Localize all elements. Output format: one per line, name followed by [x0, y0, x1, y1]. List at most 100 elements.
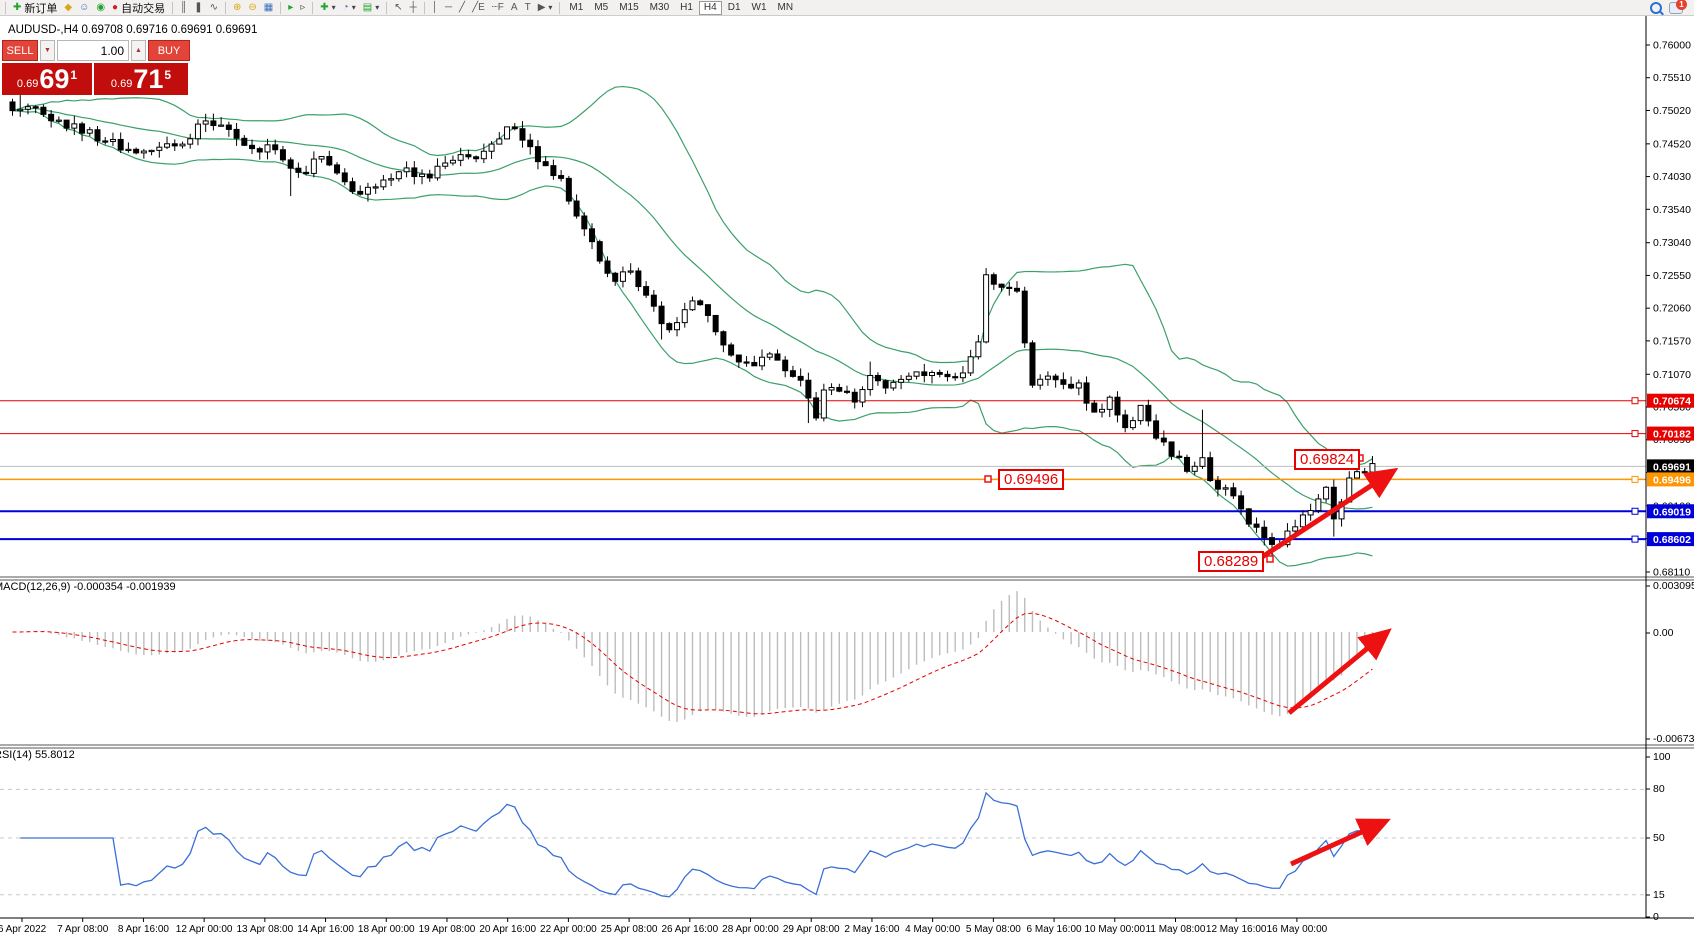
date-axis-label: 29 Apr 08:00 — [783, 924, 840, 935]
timeframe-m1[interactable]: M1 — [564, 1, 588, 15]
channel-button[interactable]: ╱E — [469, 0, 488, 15]
timeframe-m15[interactable]: M15 — [614, 1, 643, 15]
chart-title: AUDUSD-,H4 0.69708 0.69716 0.69691 0.696… — [8, 24, 258, 36]
toolbar-separator — [172, 1, 174, 14]
templates-button[interactable]: ▤ ▾ — [360, 0, 382, 15]
vertical-line-icon: │ — [431, 1, 438, 13]
shapes-icon: ▶ — [537, 1, 546, 13]
autotrading-label: 自动交易 — [121, 2, 166, 15]
chart-shift-button[interactable]: ▹ — [297, 0, 308, 15]
new-order-button[interactable]: ✚ 新订单 — [10, 0, 60, 15]
price-axis-badge — [1647, 504, 1694, 519]
price-annotation[interactable]: 0.69824 — [1294, 449, 1361, 470]
price-annotation[interactable]: 0.69496 — [998, 469, 1065, 490]
date-axis-label: 26 Apr 16:00 — [661, 924, 718, 935]
macd-histogram — [12, 591, 1374, 722]
date-axis-label: 14 Apr 16:00 — [297, 924, 354, 935]
signals-button[interactable]: ◉ — [93, 0, 108, 15]
text-label-icon: T — [524, 1, 531, 13]
date-axis-label: 7 Apr 08:00 — [57, 924, 109, 935]
community-icon: ☺ — [79, 1, 90, 13]
timeframe-d1[interactable]: D1 — [723, 1, 746, 15]
chevron-down-icon: ▾ — [375, 3, 380, 12]
sell-button[interactable]: SELL — [2, 40, 38, 61]
buy-price-small: 0.69 — [110, 78, 133, 90]
svg-text:0.69496: 0.69496 — [1653, 474, 1691, 486]
date-axis-label: 28 Apr 00:00 — [722, 924, 779, 935]
vertical-line-button[interactable]: │ — [429, 0, 441, 15]
zoom-out-button[interactable]: ⊖ — [245, 0, 259, 15]
timeframe-h4[interactable]: H4 — [698, 0, 722, 15]
crosshair-button[interactable]: ┼ — [407, 0, 420, 15]
toolbar-separator — [5, 1, 6, 14]
date-axis-label: 12 Apr 00:00 — [176, 924, 233, 935]
toolbar-separator — [312, 1, 314, 14]
price-annotation[interactable]: 0.68289 — [1198, 551, 1265, 572]
new-order-icon: ✚ — [13, 1, 22, 13]
line-chart-button[interactable]: ∿ — [207, 0, 221, 15]
timeframe-mn[interactable]: MN — [773, 1, 799, 15]
date-axis-label: 18 Apr 00:00 — [358, 924, 415, 935]
svg-text:0.74030: 0.74030 — [1653, 171, 1691, 183]
trend-arrow[interactable] — [1289, 818, 1391, 867]
chart-shift-icon: ▹ — [300, 1, 306, 13]
autotrading-button[interactable]: ● 自动交易 — [109, 0, 168, 15]
price-axis-badge — [1647, 459, 1694, 474]
buy-price-big: 71 — [133, 64, 164, 94]
cursor-button[interactable]: ↖ — [391, 0, 405, 15]
search-button[interactable] — [1647, 0, 1665, 15]
buy-button[interactable]: BUY — [148, 40, 190, 61]
trend-arrow[interactable] — [1287, 628, 1392, 715]
line-chart-icon: ∿ — [209, 1, 218, 13]
horizontal-line-icon: ─ — [444, 1, 453, 13]
bar-chart-button[interactable]: ║ — [177, 0, 190, 15]
price-axis-badge — [1647, 426, 1694, 441]
fibonacci-button[interactable]: ┈F — [489, 0, 507, 15]
market-button[interactable]: ◆ — [61, 0, 75, 15]
svg-text:15: 15 — [1653, 889, 1665, 901]
timeframe-m30[interactable]: M30 — [645, 1, 674, 15]
tile-windows-button[interactable]: ▦ — [261, 0, 276, 15]
macd-signal-line — [12, 612, 1373, 715]
community-button[interactable]: ☺ — [76, 0, 92, 15]
horizontal-line-button[interactable]: ─ — [442, 0, 455, 15]
date-axis-label: 11 May 08:00 — [1146, 924, 1206, 935]
timeframe-w1[interactable]: W1 — [747, 1, 772, 15]
indicators-button[interactable]: ✚ ▾ — [317, 0, 338, 15]
volume-decrease-button[interactable]: ▼ — [40, 40, 55, 61]
shapes-button[interactable]: ▶ ▾ — [535, 0, 556, 15]
periods-button[interactable]: ◔ ▾ — [340, 0, 359, 15]
chat-bubble-icon: 1 — [1669, 0, 1687, 14]
volume-input[interactable] — [57, 40, 129, 61]
zoom-in-button[interactable]: ⊕ — [230, 0, 244, 15]
volume-increase-button[interactable]: ▲ — [131, 40, 146, 61]
timeframe-h1[interactable]: H1 — [675, 1, 698, 15]
sell-price-pip: 1 — [70, 68, 78, 82]
date-axis-label: 19 Apr 08:00 — [419, 924, 476, 935]
periods-icon: ◔ — [342, 1, 349, 13]
trend-arrow[interactable] — [1260, 467, 1399, 560]
templates-icon: ▤ — [362, 1, 373, 13]
notifications-button[interactable]: 1 — [1666, 0, 1687, 15]
bar-chart-icon: ║ — [180, 1, 188, 13]
rsi-label: RSI(14) 55.8012 — [0, 749, 75, 761]
trendline-icon: ╱ — [459, 1, 466, 13]
sell-price-tile[interactable]: 0.69 69 1 — [2, 63, 92, 95]
toolbar-separator — [224, 1, 226, 14]
svg-text:0.70182: 0.70182 — [1653, 429, 1691, 441]
indicators-icon: ✚ — [320, 1, 329, 13]
toolbar-separator — [423, 1, 425, 14]
svg-text:0.003095: 0.003095 — [1653, 580, 1694, 592]
candle-chart-button[interactable]: ❚ — [191, 0, 205, 15]
auto-scroll-button[interactable]: ▸ — [285, 0, 296, 15]
trendline-button[interactable]: ╱ — [456, 0, 468, 15]
buy-price-tile[interactable]: 0.69 71 5 — [94, 63, 188, 95]
text-label-button[interactable]: T — [522, 0, 534, 15]
text-button[interactable]: A — [508, 0, 521, 15]
timeframe-m5[interactable]: M5 — [589, 1, 613, 15]
text-icon: A — [510, 1, 518, 13]
rsi-line — [20, 791, 1373, 898]
date-axis-label: 12 May 16:00 — [1206, 924, 1267, 935]
date-axis-label: 6 May 16:00 — [1027, 924, 1082, 935]
